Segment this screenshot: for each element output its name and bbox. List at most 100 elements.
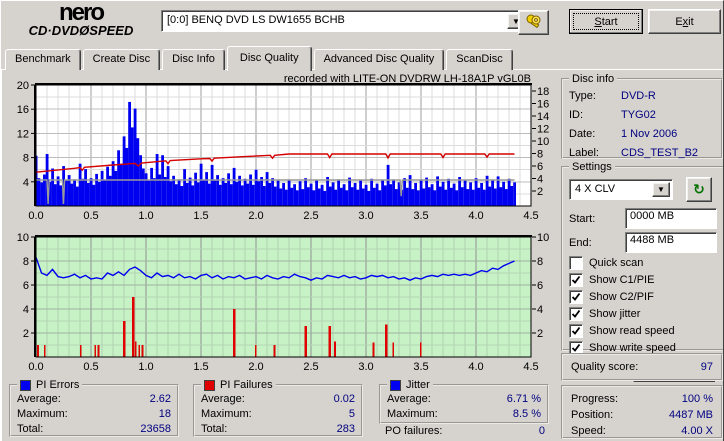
plot-border <box>34 235 532 358</box>
svg-text:3.5: 3.5 <box>413 210 428 222</box>
chart-title: recorded with LITE-ON DVDRW LH-18A1P vGL… <box>284 73 531 85</box>
chevron-down-icon[interactable]: ▼ <box>652 182 670 197</box>
disc-label-value: CDS_TEST_B2 <box>621 147 699 159</box>
checkbox-show-jitter[interactable]: Show jitter <box>569 307 717 321</box>
po-failures-value: 0 <box>538 425 545 437</box>
progress-value: 100 % <box>681 393 713 405</box>
checkbox-show-c2-pif[interactable]: Show C2/PIF <box>569 290 717 304</box>
svg-text:0.0: 0.0 <box>28 361 43 373</box>
po-failures-row: PO failures: 0 <box>385 425 545 437</box>
svg-text:0.5: 0.5 <box>83 361 98 373</box>
disc-date-value: 1 Nov 2006 <box>621 128 678 140</box>
start-button-label: Start <box>594 15 618 28</box>
tab-disc-quality[interactable]: Disc Quality <box>226 46 312 71</box>
svg-text:1.5: 1.5 <box>193 361 208 373</box>
checked-checkbox-icon[interactable] <box>569 307 583 321</box>
disc-id-value: TYG02 <box>621 109 656 121</box>
svg-text:4: 4 <box>537 174 543 186</box>
nero-logo: nero CD·DVDØSPEED <box>7 0 155 44</box>
settings-checkboxes: Quick scan Show C1/PIE Show C2/PIF Show jit… <box>569 256 717 355</box>
tab-bar: Benchmark Create Disc Disc Info Disc Qualit… <box>5 46 515 71</box>
pi-failures-swatch <box>204 379 215 391</box>
jitter-swatch <box>390 379 401 391</box>
pif-maximum: 5 <box>348 408 355 420</box>
checkbox-quick-scan[interactable]: Quick scan <box>569 256 717 270</box>
svg-text:2: 2 <box>23 328 29 340</box>
settings-group: Settings 4 X CLV ▼ ↻ Start: 0000 MB End:… <box>561 161 723 382</box>
quality-score-label: Quality score: <box>571 361 639 373</box>
svg-text:8: 8 <box>537 149 543 161</box>
refresh-button[interactable]: ↻ <box>686 177 712 202</box>
svg-text:8: 8 <box>23 153 29 165</box>
end-position-field[interactable]: 4488 MB <box>625 232 717 253</box>
pie-total: 23658 <box>140 423 171 435</box>
tab-benchmark[interactable]: Benchmark <box>5 49 81 70</box>
disc-type-value: DVD-R <box>621 90 656 102</box>
keys-icon <box>525 13 543 32</box>
svg-text:12: 12 <box>537 124 549 136</box>
plot-border <box>34 83 532 207</box>
disc-id-row: ID: TYG02 <box>569 106 715 125</box>
checkbox-label: Show read speed <box>589 325 675 337</box>
series-pi-failures <box>37 297 422 357</box>
options-button[interactable] <box>518 10 549 35</box>
axis-labels: 10 8 6 4 2 10 8 6 4 2 0.0 0.5 1.0 1.5 2.0 2.5 3.0 3.5 4.0 4… <box>17 232 550 373</box>
jitter-pif-chart: 10 8 6 4 2 10 8 6 4 2 0.0 0.5 1.0 1.5 2.0 2.5 3.0 3.5 4.0 4… <box>17 232 550 373</box>
pi-errors-swatch <box>20 379 31 391</box>
checked-checkbox-icon[interactable] <box>569 290 583 304</box>
start-position-field[interactable]: 0000 MB <box>625 208 717 229</box>
svg-text:6: 6 <box>23 280 29 292</box>
start-button[interactable]: Start <box>569 9 643 34</box>
gridlines <box>36 237 531 357</box>
svg-text:4.0: 4.0 <box>468 361 483 373</box>
svg-text:3.0: 3.0 <box>358 361 373 373</box>
exit-button[interactable]: Exit <box>648 9 721 34</box>
checkbox-label: Show C1/PIE <box>589 274 655 286</box>
tab-advanced-disc-quality[interactable]: Advanced Disc Quality <box>313 49 445 70</box>
svg-text:4: 4 <box>23 177 29 189</box>
nero-logo-text: nero <box>58 0 105 26</box>
svg-text:3.0: 3.0 <box>358 210 373 222</box>
svg-text:12: 12 <box>17 128 29 140</box>
unchecked-checkbox-icon[interactable] <box>569 256 583 270</box>
checkbox-show-c1-pie[interactable]: Show C1/PIE <box>569 273 717 287</box>
svg-text:10: 10 <box>537 232 549 244</box>
position-value: 4487 MB <box>668 409 713 421</box>
svg-text:0.5: 0.5 <box>83 210 98 222</box>
checkbox-label: Show write speed <box>589 342 676 354</box>
svg-text:2: 2 <box>537 328 543 340</box>
drive-select[interactable]: [0:0] BENQ DVD LS DW1655 BCHB ▼ <box>161 10 528 32</box>
tab-create-disc[interactable]: Create Disc <box>82 49 161 70</box>
checkbox-label: Show jitter <box>589 308 641 320</box>
tab-disc-info[interactable]: Disc Info <box>162 49 225 70</box>
disc-info-group: Disc info Type: DVD-R ID: TYG02 Date: 1 Nov… <box>561 73 723 159</box>
svg-text:16: 16 <box>537 99 549 111</box>
checkbox-show-write-speed[interactable]: Show write speed <box>569 341 717 355</box>
svg-text:20: 20 <box>17 80 29 92</box>
quality-score-box: Quality score: 97 <box>561 353 723 381</box>
svg-text:8: 8 <box>23 256 29 268</box>
exit-button-label: Exit <box>675 15 694 28</box>
svg-text:2: 2 <box>537 186 543 198</box>
jitter-stats: Jitter Average: 6.71 % Maximum: 8.5 % <box>379 379 549 424</box>
start-position-row: Start: 0000 MB <box>569 208 717 229</box>
pi-failures-stats: PI Failures Average: 0.02 Maximum: 5 Total… <box>193 379 363 437</box>
drive-select-value: [0:0] BENQ DVD LS DW1655 BCHB <box>167 14 345 26</box>
tab-scandisc[interactable]: ScanDisc <box>446 49 513 70</box>
checked-checkbox-icon[interactable] <box>569 324 583 338</box>
speed-select[interactable]: 4 X CLV ▼ <box>569 179 673 200</box>
checkbox-show-read-speed[interactable]: Show read speed <box>569 324 717 338</box>
checked-checkbox-icon[interactable] <box>569 273 583 287</box>
svg-text:10: 10 <box>537 136 549 148</box>
progress-row: Progress: 100 % <box>571 393 713 405</box>
checked-checkbox-icon[interactable] <box>569 341 583 355</box>
svg-text:16: 16 <box>17 104 29 116</box>
svg-text:2.5: 2.5 <box>303 361 318 373</box>
pi-errors-stats: PI Errors Average: 2.62 Maximum: 18 Total:… <box>9 379 179 437</box>
disc-info-legend: Disc info <box>572 73 615 85</box>
svg-text:1.5: 1.5 <box>193 210 208 222</box>
svg-text:3.5: 3.5 <box>413 361 428 373</box>
disc-type-row: Type: DVD-R <box>569 87 715 106</box>
